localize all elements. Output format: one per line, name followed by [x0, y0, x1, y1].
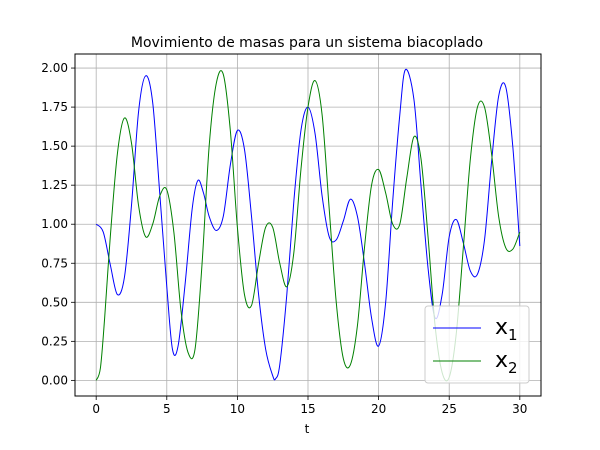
series-line-x1 [95, 68, 521, 381]
legend-box [424, 305, 530, 384]
y-tick-label: 1.75 [41, 100, 68, 114]
y-tick-label: 2.00 [41, 61, 68, 75]
x-axis-label: t [305, 422, 310, 436]
x-tick-label: 20 [371, 402, 386, 416]
y-tick-label: 0.50 [41, 295, 68, 309]
x-tick-label: 10 [230, 402, 245, 416]
x-tick-label: 5 [163, 402, 171, 416]
x-tick-label: 0 [92, 402, 100, 416]
y-tick-label: 1.00 [41, 217, 68, 231]
y-tick-label: 1.25 [41, 178, 68, 192]
y-axis: 0.00 0.25 0.50 0.75 1.00 1.25 1.50 1.75 2.00 [41, 61, 75, 387]
x-tick-label: 15 [300, 402, 315, 416]
y-tick-label: 0.00 [41, 373, 68, 387]
chart-title: Movimiento de masas para un sistema biac… [131, 35, 483, 51]
x-axis: 0 5 10 15 20 25 30 [92, 396, 527, 416]
y-tick-label: 0.25 [41, 334, 68, 348]
y-tick-label: 1.50 [41, 139, 68, 153]
y-tick-label: 0.75 [41, 256, 68, 270]
x-tick-label: 30 [512, 402, 527, 416]
x-tick-label: 25 [442, 402, 457, 416]
